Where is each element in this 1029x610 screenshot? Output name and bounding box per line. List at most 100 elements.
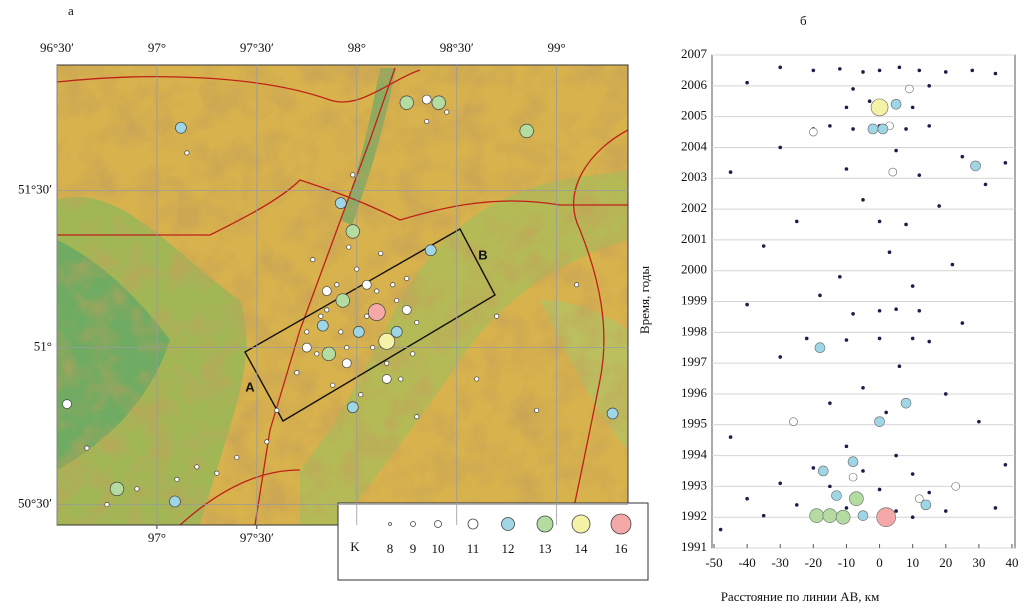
event-point [917,68,922,73]
y-tick-label: 1998 [681,323,707,338]
earthquake [184,150,190,156]
y-tick-label: 1997 [681,354,708,369]
earthquake [174,476,180,483]
x-tick-label: 0 [876,555,883,570]
event-point [910,472,915,476]
event-point [844,338,849,342]
event-point [844,444,849,449]
x-tick-label-bottom: 97°30′ [240,530,274,545]
earthquake [350,172,356,178]
earthquake [378,332,396,350]
earthquake [321,286,332,296]
event-point [838,67,842,71]
event-point [876,507,896,527]
earthquake [494,313,500,319]
event-point [877,487,882,492]
earthquake [321,346,336,362]
earthquake [424,118,430,125]
legend-label: 10 [432,541,445,556]
earthquake [390,282,396,288]
earthquake [84,445,90,451]
y-tick-label: 2001 [681,231,707,246]
x-axis-label: Расстояние по линии AB, км [721,589,880,604]
event-point [1003,463,1008,467]
legend-label: 12 [502,541,515,556]
event-point [943,392,948,396]
event-point [977,419,981,424]
event-point [894,148,898,153]
y-tick-label: 2003 [681,169,707,184]
event-point [718,527,723,532]
event-point [814,342,826,354]
x-tick-label: -50 [705,555,722,570]
event-point [927,84,932,88]
earthquake [324,307,330,313]
event-point [927,490,932,495]
earthquake [304,329,310,335]
event-point [904,222,908,227]
event-point [877,123,889,135]
event-point [831,490,842,501]
event-point [811,68,816,73]
earthquake [414,319,420,326]
y-tick-label: 2000 [681,262,707,277]
event-point [900,397,912,409]
map-background [57,65,628,525]
earthquake [334,282,340,288]
event-point [943,70,948,74]
event-point [828,124,832,128]
event-point [778,145,783,150]
x-tick-label: 20 [939,555,952,570]
earthquake [606,407,619,420]
earthquake [175,121,187,134]
event-point [809,127,818,137]
event-point [950,262,955,267]
event-point [927,339,932,344]
earthquake [334,197,347,210]
event-point [917,173,922,177]
event-point [835,509,851,525]
event-point [1003,161,1008,165]
event-point [851,127,855,131]
legend-label: 16 [615,541,629,556]
event-point [877,308,882,313]
earthquake [352,326,365,338]
earthquake [318,313,324,319]
x-tick-label: -10 [838,555,855,570]
event-point [809,508,824,523]
y-tick-label: 1991 [681,539,707,554]
earthquake [62,399,72,409]
event-point [849,491,864,507]
earthquake [398,376,404,382]
x-tick-label: -20 [805,555,822,570]
event-point [877,336,882,341]
event-point [778,355,783,359]
earthquake [367,303,386,321]
earthquake [335,293,350,308]
earthquake [534,407,540,413]
x-tick-label: 97° [148,40,166,55]
event-point [894,307,898,312]
event-point [993,506,998,510]
legend-symbol [467,518,479,530]
x-tick-label: 30 [972,555,985,570]
event-point [983,182,988,187]
y-tick-label: 1995 [681,416,707,431]
event-point [828,401,832,405]
earthquake [474,376,480,382]
x-tick-label: 10 [906,555,919,570]
earthquake [358,392,364,398]
legend-symbol [501,517,515,531]
event-point [851,312,855,316]
earthquake [134,486,140,492]
event-point [728,170,733,174]
event-point [877,68,882,73]
event-point [794,503,799,507]
earthquake [410,351,416,357]
legend-title: K [350,539,360,554]
earthquake [354,266,360,272]
event-point [910,515,915,519]
earthquake [169,495,181,508]
earthquake [234,454,240,461]
